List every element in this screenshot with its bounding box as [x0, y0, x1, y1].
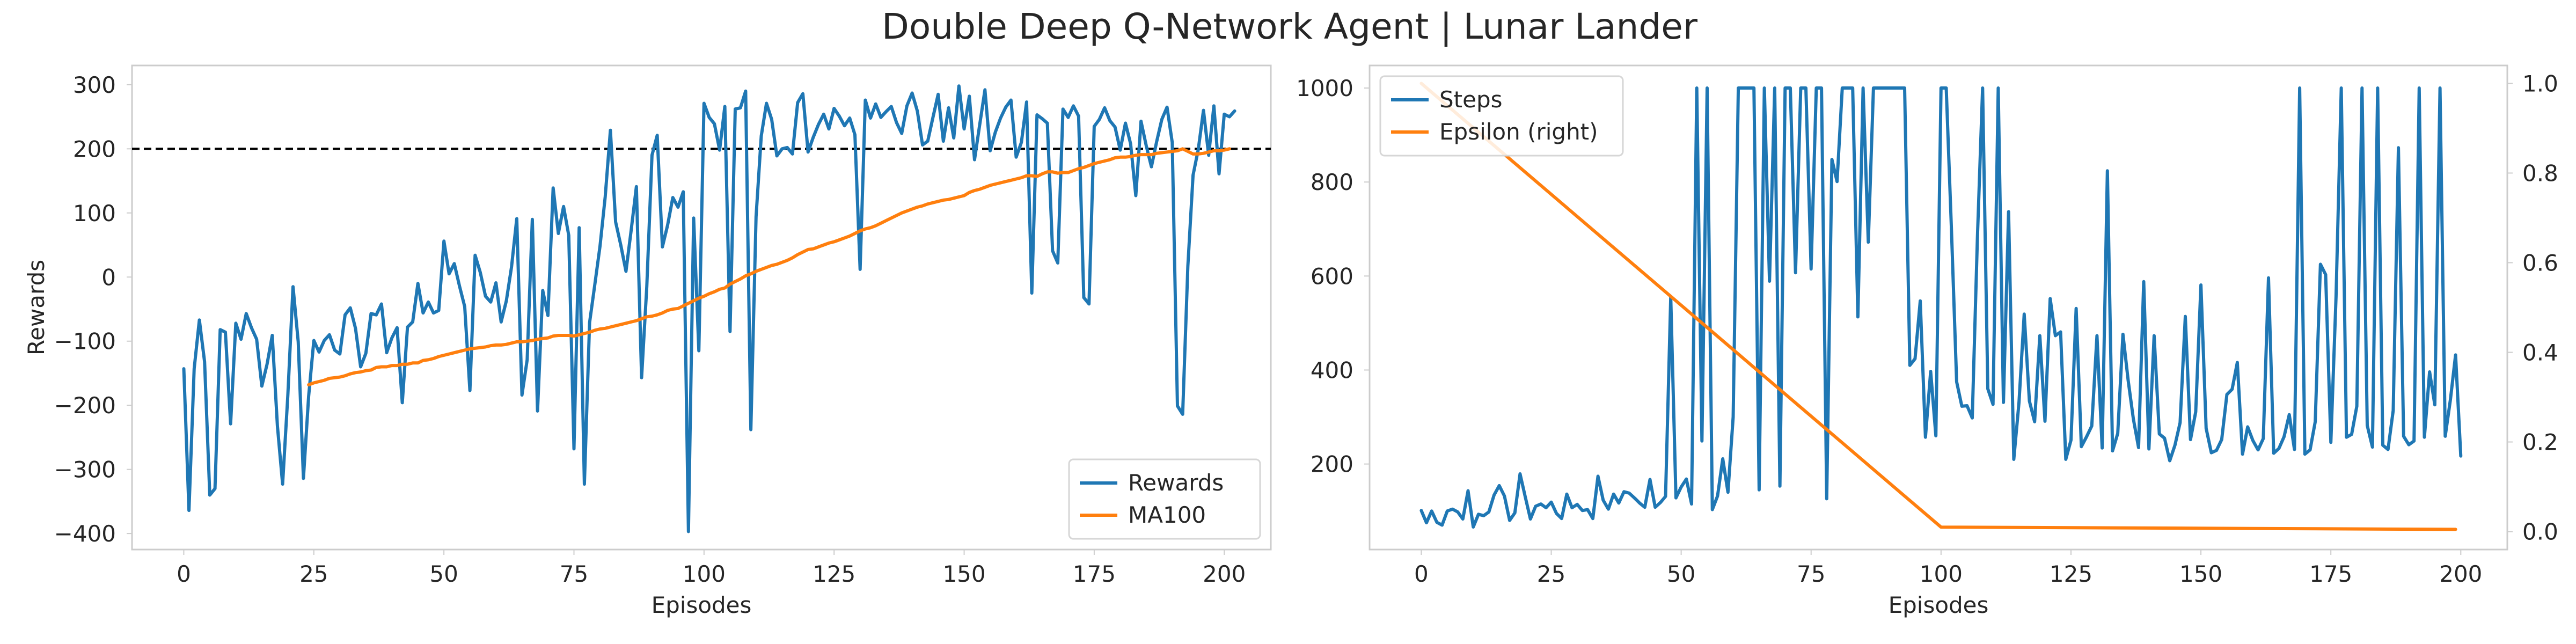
x-tick-label: 25: [299, 561, 328, 587]
right-y-tick-label: 0.8: [2522, 160, 2558, 186]
y-tick-label: 400: [1311, 357, 1353, 383]
legend-label: Epsilon (right): [1439, 119, 1598, 145]
right-y-tick-label: 0.0: [2522, 519, 2558, 545]
x-axis-label: Episodes: [1889, 592, 1989, 618]
y-tick-label: −400: [54, 521, 116, 547]
y-tick-label: 300: [73, 72, 116, 98]
steps-epsilon-chart: 0 25 50 75 100 125 150 175 200 200 400 600 800 1000 0.…: [1296, 64, 2558, 618]
right-y-tick-label: 1.0: [2522, 70, 2558, 97]
x-tick-label: 175: [2309, 561, 2352, 587]
right-y-tick-label: 0.4: [2522, 340, 2558, 366]
y-tick-label: 800: [1311, 169, 1353, 195]
plot-frame: [1368, 64, 2508, 551]
y-tick-label: 0: [101, 264, 116, 290]
y-tick-label: −300: [54, 457, 116, 483]
y-tick-label: 100: [73, 200, 116, 226]
x-tick-label: 125: [2050, 561, 2092, 587]
x-tick-label: 175: [1073, 561, 1116, 587]
x-tick-label: 50: [1667, 561, 1695, 587]
legend-label: Steps: [1439, 86, 1503, 113]
x-tick-label: 75: [560, 561, 588, 587]
x-tick-label: 100: [683, 561, 726, 587]
series-line-epsilon-right-: [1419, 82, 2457, 531]
legend: Rewards MA100: [1068, 458, 1261, 540]
legend: Steps Epsilon (right): [1379, 75, 1624, 157]
y-tick-label: 1000: [1296, 75, 1353, 101]
y-axis-label: Rewards: [23, 260, 49, 355]
x-tick-label: 200: [2439, 561, 2482, 587]
series-line-rewards: [182, 84, 1236, 533]
y-tick-label: 200: [73, 136, 116, 162]
x-tick-label: 75: [1797, 561, 1825, 587]
x-tick-label: 150: [2179, 561, 2222, 587]
y-tick-label: −100: [54, 328, 116, 355]
y-tick-label: −200: [54, 392, 116, 419]
legend-label: MA100: [1128, 502, 1206, 528]
right-y-tick-label: 0.6: [2522, 250, 2558, 276]
figure-title: Double Deep Q-Network Agent | Lunar Land…: [882, 6, 1698, 47]
x-tick-label: 25: [1537, 561, 1565, 587]
x-tick-label: 0: [177, 561, 191, 587]
series-line-ma100: [307, 147, 1231, 386]
x-tick-label: 125: [813, 561, 855, 587]
x-tick-label: 50: [429, 561, 458, 587]
x-tick-label: 0: [1414, 561, 1429, 587]
right-y-tick-label: 0.2: [2522, 429, 2558, 456]
legend-box: [1068, 458, 1261, 540]
series-line-steps: [1419, 86, 2463, 529]
legend-label: Rewards: [1128, 470, 1224, 496]
y-tick-label: 200: [1311, 451, 1353, 478]
rewards-chart: 0 25 50 75 100 125 150 175 200 −400 −300 −200 −100 0 1…: [23, 64, 1272, 618]
x-tick-label: 100: [1920, 561, 1963, 587]
x-tick-label: 150: [942, 561, 985, 587]
x-axis-label: Episodes: [652, 592, 752, 618]
x-tick-label: 200: [1203, 561, 1246, 587]
legend-box: [1379, 75, 1624, 157]
plot-frame: [131, 64, 1272, 551]
y-tick-label: 600: [1311, 263, 1353, 289]
